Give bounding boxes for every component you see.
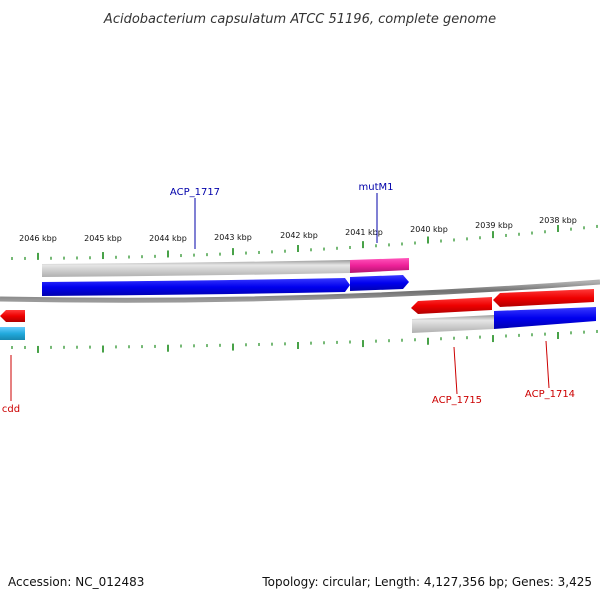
scale-label-2041: 2041 kbp	[345, 228, 383, 237]
topology-summary: Topology: circular; Length: 4,127,356 bp…	[261, 575, 592, 589]
label-acp-1717[interactable]: ACP_1717	[170, 187, 220, 198]
accession-text: Accession: NC_012483	[8, 575, 144, 589]
gene-acp-1717[interactable]	[42, 260, 350, 277]
cds-acp-1717[interactable]	[42, 278, 350, 296]
leader-acp-1714	[545, 340, 550, 389]
scale-label-2046: 2046 kbp	[19, 234, 57, 243]
forward-gene-row	[42, 258, 409, 277]
cds-acp-1714[interactable]	[493, 289, 594, 307]
gene-labels: ACP_1717 mutM1 cdd ACP_1715 ACP_1714	[2, 182, 575, 415]
genome-backbone	[0, 279, 600, 303]
scale-labels: 2046 kbp 2045 kbp 2044 kbp 2043 kbp 2042…	[19, 216, 577, 243]
label-acp-1714[interactable]: ACP_1714	[525, 389, 575, 400]
outer-tick-ring	[11, 224, 598, 260]
label-cdd[interactable]: cdd	[2, 404, 20, 415]
cds-cdd[interactable]	[0, 310, 25, 322]
cds-acp-1715[interactable]	[411, 297, 492, 314]
map-title: Acidobacterium capsulatum ATCC 51196, co…	[103, 12, 496, 27]
scale-label-2038: 2038 kbp	[539, 216, 577, 225]
forward-cds-row	[42, 275, 409, 296]
label-acp-1715[interactable]: ACP_1715	[432, 395, 482, 406]
scale-label-2039: 2039 kbp	[475, 221, 513, 230]
scale-label-2045: 2045 kbp	[84, 234, 122, 243]
gene-cdd[interactable]	[0, 327, 25, 340]
gene-mutm1[interactable]	[350, 258, 409, 273]
scale-label-2042: 2042 kbp	[280, 231, 318, 240]
reverse-gene-row	[0, 307, 596, 340]
inner-tick-ring	[11, 329, 598, 353]
label-mutm1[interactable]: mutM1	[359, 182, 394, 193]
scale-label-2044: 2044 kbp	[149, 234, 187, 243]
gene-acp-1714[interactable]	[494, 307, 596, 329]
reverse-cds-row	[0, 289, 594, 322]
scale-label-2043: 2043 kbp	[214, 233, 252, 242]
scale-label-2040: 2040 kbp	[410, 225, 448, 234]
gene-acp-1715[interactable]	[412, 315, 494, 333]
cds-mutm1[interactable]	[350, 275, 409, 291]
leader-acp-1715	[453, 346, 458, 395]
